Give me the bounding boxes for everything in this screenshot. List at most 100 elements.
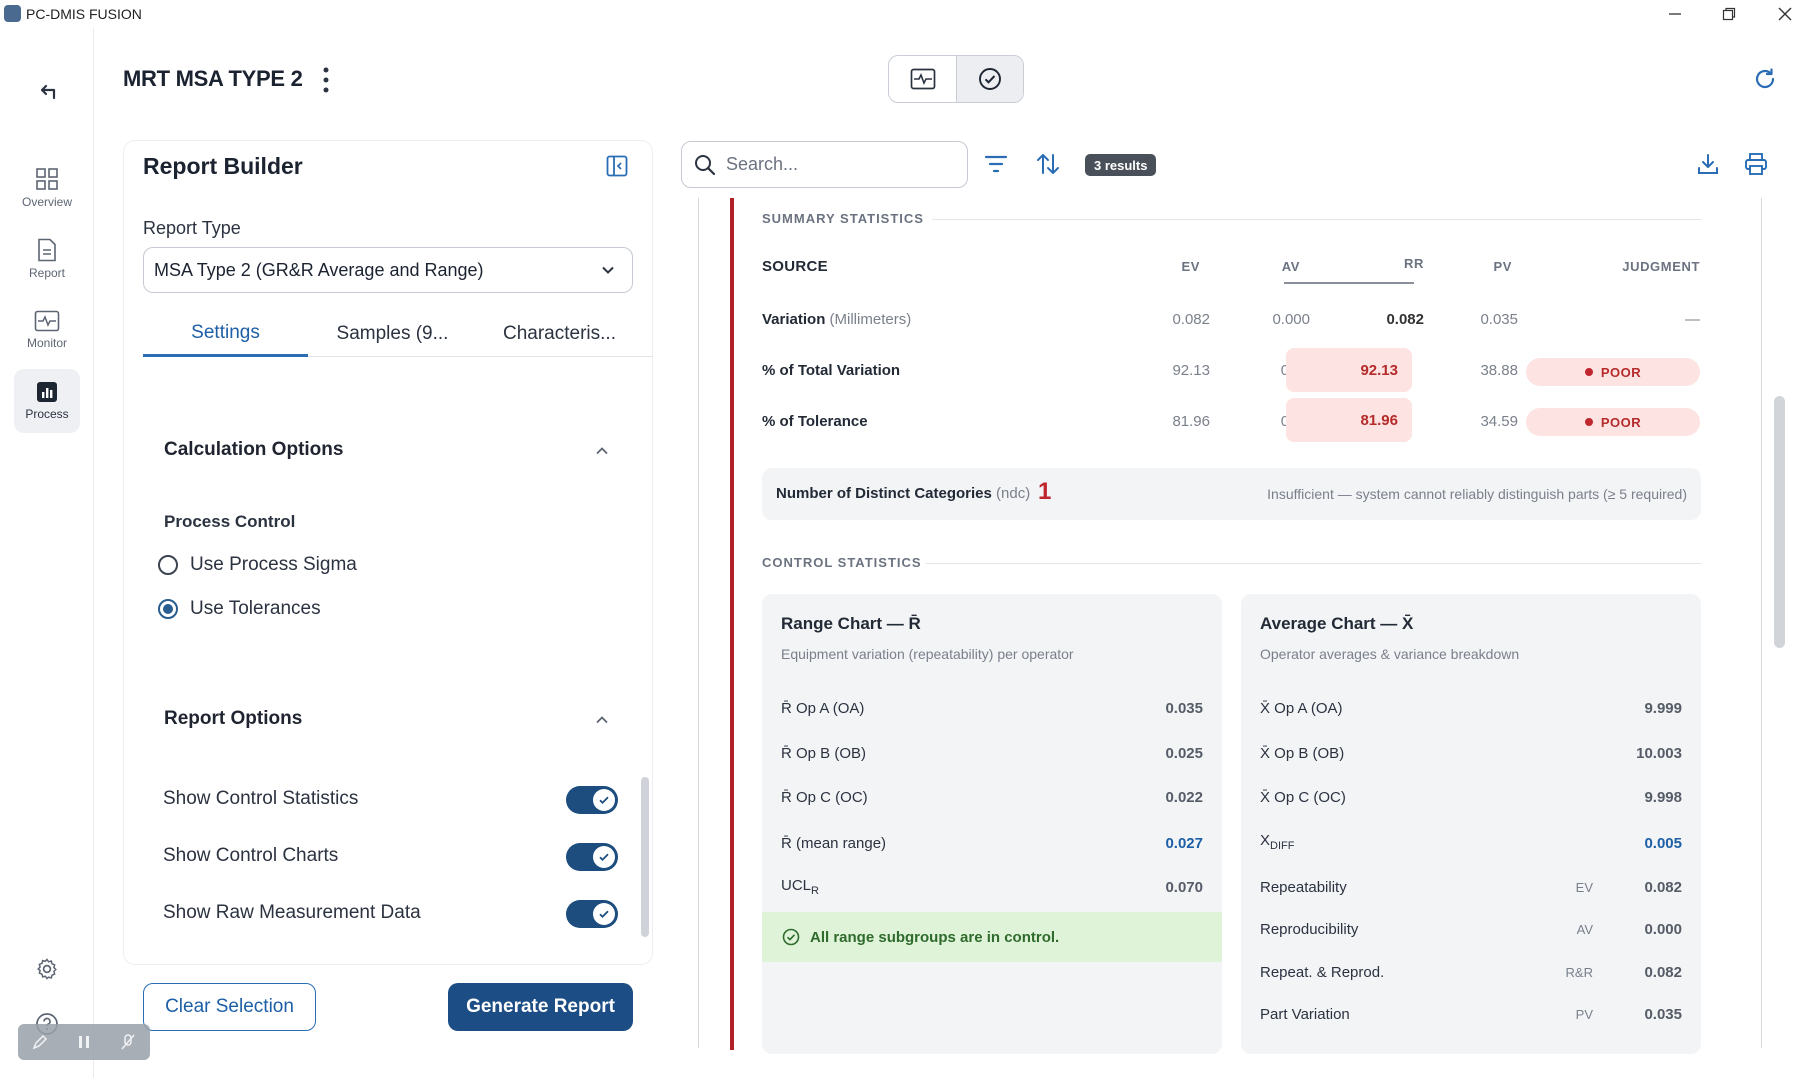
more-options-icon[interactable] bbox=[316, 64, 336, 96]
in-control-banner: All range subgroups are in control. bbox=[762, 912, 1222, 962]
back-button[interactable] bbox=[34, 76, 62, 104]
radio-button[interactable] bbox=[158, 599, 178, 619]
toggle-switch[interactable] bbox=[566, 786, 618, 814]
stat-tag: R&R bbox=[1565, 965, 1593, 980]
report-type-select[interactable]: MSA Type 2 (GR&R Average and Range) bbox=[143, 247, 633, 293]
radio-use-process-sigma[interactable]: Use Process Sigma bbox=[158, 554, 357, 576]
stat-tag: AV bbox=[1576, 922, 1593, 937]
rail-item-process[interactable]: Process bbox=[14, 369, 80, 433]
rr-header: RR bbox=[1404, 256, 1424, 271]
rail-item-overview[interactable]: Overview bbox=[14, 156, 80, 220]
filter-icon[interactable] bbox=[984, 154, 1008, 174]
back-arrow-icon bbox=[40, 84, 56, 100]
sort-icon[interactable] bbox=[1036, 151, 1060, 177]
check-view-button[interactable] bbox=[956, 56, 1023, 102]
title-bar: PC-DMIS FUSION bbox=[0, 0, 1816, 28]
ucl-label: UCLR bbox=[781, 877, 819, 897]
total-variation-ev: 92.13 bbox=[1172, 362, 1210, 379]
stat-label: R̄ Op A (OA) bbox=[781, 700, 865, 717]
report-options-title: Report Options bbox=[164, 708, 303, 729]
restore-button[interactable] bbox=[1702, 0, 1756, 28]
search-input[interactable]: Search... bbox=[681, 141, 968, 188]
rail-item-monitor[interactable]: Monitor bbox=[14, 298, 80, 362]
toggle-show-raw-measurement-data[interactable]: Show Raw Measurement Data bbox=[163, 898, 618, 928]
report-preview: SUMMARY STATISTICS SOURCE EV AV RR PV JU… bbox=[698, 198, 1762, 1054]
panel-scrollbar[interactable] bbox=[641, 777, 649, 937]
pause-icon[interactable] bbox=[75, 1033, 93, 1051]
collapse-panel-icon[interactable] bbox=[606, 155, 628, 177]
minimize-button[interactable] bbox=[1648, 0, 1702, 28]
edit-icon[interactable] bbox=[31, 1033, 49, 1051]
clear-selection-button[interactable]: Clear Selection bbox=[143, 983, 316, 1031]
card-title: Average Chart — X̄ bbox=[1260, 614, 1414, 633]
ndc-note: Insufficient — system cannot reliably di… bbox=[1267, 486, 1687, 502]
stat-value: 9.998 bbox=[1644, 789, 1682, 806]
status-bar-indicator bbox=[730, 198, 734, 1050]
radio-button[interactable] bbox=[158, 555, 178, 575]
toggle-switch[interactable] bbox=[566, 843, 618, 871]
monitor-view-button[interactable] bbox=[889, 56, 956, 102]
process-control-title: Process Control bbox=[164, 512, 296, 531]
report-type-value: MSA Type 2 (GR&R Average and Range) bbox=[154, 259, 484, 280]
tab-samples[interactable]: Samples (9... bbox=[336, 323, 449, 344]
results-count-badge: 3 results bbox=[1085, 154, 1157, 176]
print-icon[interactable] bbox=[1744, 152, 1768, 176]
variation-rr: 0.082 bbox=[1386, 311, 1424, 328]
stat-label: Reproducibility bbox=[1260, 921, 1359, 938]
radio-use-tolerances[interactable]: Use Tolerances bbox=[158, 598, 321, 620]
toggle-switch[interactable] bbox=[566, 900, 618, 928]
refresh-icon[interactable] bbox=[1752, 66, 1778, 92]
panel-title: Report Builder bbox=[143, 153, 303, 179]
chevron-up-icon[interactable] bbox=[594, 443, 610, 459]
in-control-text: All range subgroups are in control. bbox=[810, 928, 1060, 946]
card-subtitle: Operator averages & variance breakdown bbox=[1260, 646, 1520, 662]
main-scrollbar[interactable] bbox=[1774, 396, 1785, 648]
close-window-button[interactable] bbox=[1758, 0, 1812, 28]
stat-tag: EV bbox=[1575, 880, 1593, 895]
stat-value: 0.035 bbox=[1165, 700, 1203, 717]
row-unit: (Millimeters) bbox=[829, 311, 912, 328]
rail-item-label: Monitor bbox=[26, 336, 67, 350]
generate-report-button[interactable]: Generate Report bbox=[448, 983, 633, 1031]
rail-item-label: Overview bbox=[21, 195, 72, 209]
stat-label: Part Variation bbox=[1260, 1006, 1350, 1023]
toggle-label: Show Control Charts bbox=[163, 845, 339, 866]
average-chart-card: Average Chart — X̄ Operator averages & v… bbox=[1241, 594, 1701, 1054]
stat-label: R̄ (mean range) bbox=[781, 835, 887, 852]
variation-av: 0.000 bbox=[1272, 311, 1310, 328]
stat-label: R̄ Op C (OC) bbox=[781, 789, 868, 806]
divider bbox=[932, 219, 1701, 220]
ndc-label: Number of Distinct Categories (ndc) bbox=[776, 485, 1030, 502]
mic-off-icon[interactable] bbox=[119, 1033, 137, 1051]
ndc-label-text: Number of Distinct Categories bbox=[776, 485, 992, 502]
status-badge-poor: POOR bbox=[1526, 408, 1700, 436]
check-icon bbox=[599, 853, 609, 861]
tab-characteristics[interactable]: Characteris... bbox=[503, 323, 616, 344]
toggle-show-control-charts[interactable]: Show Control Charts bbox=[163, 841, 618, 871]
report-builder-panel: Report Builder Report Type MSA Type 2 (G… bbox=[123, 140, 653, 965]
tolerance-rr: 81.96 bbox=[1286, 398, 1412, 442]
pv-header: PV bbox=[1493, 259, 1512, 274]
rail-item-report[interactable]: Report bbox=[14, 227, 80, 291]
chevron-up-icon[interactable] bbox=[594, 712, 610, 728]
stat-value: 0.025 bbox=[1165, 745, 1203, 762]
search-placeholder: Search... bbox=[726, 154, 799, 174]
tab-settings[interactable]: Settings bbox=[143, 311, 308, 357]
download-icon[interactable] bbox=[1696, 152, 1720, 176]
xdiff-value: 0.005 bbox=[1644, 835, 1682, 852]
toggle-show-control-statistics[interactable]: Show Control Statistics bbox=[163, 784, 618, 814]
stat-label: R̄ Op B (OB) bbox=[781, 745, 867, 762]
stat-value: 0.022 bbox=[1165, 789, 1203, 806]
row-label-text: Variation bbox=[762, 311, 826, 328]
stat-value: 0.082 bbox=[1644, 964, 1682, 981]
card-title: Range Chart — R̄ bbox=[781, 614, 921, 633]
tolerance-pv: 34.59 bbox=[1480, 413, 1518, 430]
ev-header: EV bbox=[1181, 259, 1200, 274]
stat-label: Repeat. & Reprod. bbox=[1260, 964, 1385, 981]
report-frame-right bbox=[1761, 198, 1762, 1048]
status-badge-poor: POOR bbox=[1526, 358, 1700, 386]
calculation-options-title: Calculation Options bbox=[164, 439, 344, 460]
monitor-chart-icon bbox=[910, 68, 935, 90]
gear-icon[interactable] bbox=[35, 957, 59, 981]
badge-text: POOR bbox=[1600, 414, 1642, 430]
